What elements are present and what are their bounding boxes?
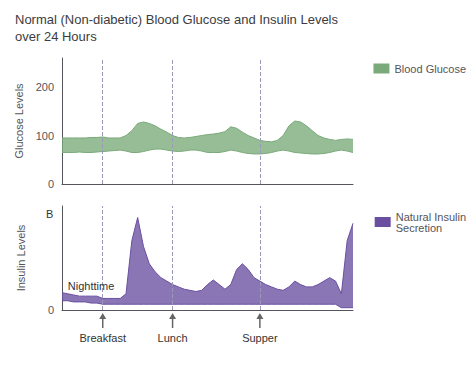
svg-text:Natural Insulin: Natural Insulin [395,210,466,223]
svg-text:Blood Glucose: Blood Glucose [394,63,466,75]
svg-text:B: B [46,208,53,220]
svg-text:Glucose Levels: Glucose Levels [13,83,25,159]
svg-text:Supper: Supper [242,332,278,344]
svg-text:200: 200 [36,81,54,93]
svg-text:100: 100 [36,130,54,142]
svg-text:Nighttime: Nighttime [68,280,114,292]
svg-text:over 24 Hours: over 24 Hours [15,29,97,44]
svg-text:Normal (Non-diabetic) Blood Gl: Normal (Non-diabetic) Blood Glucose and … [15,12,338,27]
svg-text:Insulin Levels: Insulin Levels [15,224,27,291]
svg-text:Secretion: Secretion [396,222,442,234]
svg-text:Lunch: Lunch [158,332,188,344]
svg-text:0: 0 [48,304,54,316]
svg-text:Breakfast: Breakfast [80,332,126,344]
svg-text:0: 0 [48,178,54,190]
